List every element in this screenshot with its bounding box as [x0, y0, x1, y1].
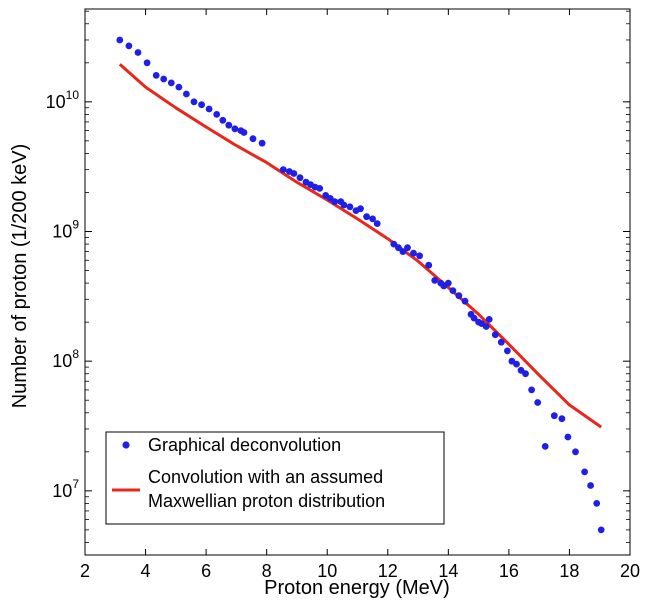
data-point [491, 331, 499, 339]
data-point [461, 297, 469, 305]
data-point [116, 36, 124, 44]
x-tick-label: 8 [262, 561, 272, 581]
data-point [513, 360, 520, 368]
data-point [198, 101, 206, 109]
data-point [231, 125, 239, 133]
data-point [504, 347, 511, 355]
axes-layer: 2 4 6 8 10 12 14 16 18 20 107 108 109 1010 [46, 9, 640, 581]
data-point [449, 287, 457, 294]
data-point [190, 98, 198, 106]
data-point [331, 198, 339, 206]
data-point [528, 386, 535, 394]
y-tick-label: 107 [52, 477, 79, 501]
legend-marker-scatter [122, 441, 130, 449]
data-point [167, 79, 175, 87]
x-tick-label: 18 [559, 561, 579, 581]
data-point [369, 215, 376, 223]
x-tick-label: 10 [317, 561, 337, 581]
data-point [455, 292, 463, 300]
x-tick-label: 2 [80, 561, 90, 581]
data-point [373, 220, 381, 228]
x-tick-label: 6 [201, 561, 211, 581]
data-point [290, 170, 298, 177]
data-point [249, 135, 257, 143]
y-tick-label: 109 [52, 218, 79, 242]
data-point [316, 185, 324, 192]
data-point [213, 111, 221, 118]
data-point [558, 415, 566, 423]
data-point [390, 240, 398, 248]
data-point [175, 83, 183, 91]
x-tick-label: 20 [620, 561, 640, 581]
legend: Graphical deconvolution Convolution with… [105, 431, 445, 525]
data-point [482, 323, 490, 330]
data-point [597, 526, 605, 534]
data-point [410, 249, 417, 257]
legend-label-graphical-deconvolution: Graphical deconvolution [148, 435, 341, 455]
legend-label-convolution-line2: Maxwellian proton distribution [148, 491, 385, 511]
legend-box [105, 431, 445, 525]
y-tick-label: 108 [52, 347, 79, 371]
data-point [470, 314, 478, 322]
data-point [340, 201, 348, 209]
data-point [541, 443, 549, 450]
data-point [534, 399, 542, 406]
data-point [160, 75, 168, 83]
series-layer [116, 36, 605, 534]
data-point [572, 448, 579, 456]
data-point [564, 433, 572, 441]
data-point [363, 213, 370, 221]
data-point [444, 279, 452, 287]
data-point [587, 482, 594, 489]
data-point [581, 468, 588, 476]
data-point [143, 59, 151, 67]
data-point [152, 72, 160, 79]
legend-label-convolution-line1: Convolution with an assumed [148, 467, 383, 487]
data-point [346, 203, 354, 211]
y-axis-title: Number of proton (1/200 keV) [9, 144, 31, 409]
data-point [125, 42, 133, 50]
x-tick-label: 16 [499, 561, 519, 581]
data-point [399, 248, 407, 256]
data-point [497, 338, 505, 346]
data-point [240, 129, 248, 136]
data-point [296, 174, 304, 182]
x-axis-title: Proton energy (MeV) [264, 577, 450, 599]
data-point [357, 205, 364, 213]
data-point [404, 244, 411, 252]
data-point [416, 252, 423, 260]
data-point [219, 116, 227, 124]
data-point [134, 49, 142, 56]
data-point [485, 316, 493, 323]
data-point [550, 412, 558, 420]
data-point [183, 90, 190, 98]
data-point [205, 105, 213, 113]
data-point [258, 139, 266, 147]
data-point [431, 277, 439, 284]
data-point [425, 261, 433, 269]
data-point [593, 500, 601, 507]
x-tick-label: 14 [438, 561, 458, 581]
x-tick-label: 4 [141, 561, 151, 581]
plot-frame [84, 8, 631, 556]
y-tick-label: 1010 [46, 88, 80, 112]
x-tick-label: 12 [378, 561, 398, 581]
plot-area-border [84, 8, 631, 556]
data-point [225, 121, 233, 129]
data-point [522, 370, 529, 378]
data-point [279, 166, 287, 174]
data-point [395, 244, 402, 252]
maxwellian-fit-line [118, 63, 603, 429]
